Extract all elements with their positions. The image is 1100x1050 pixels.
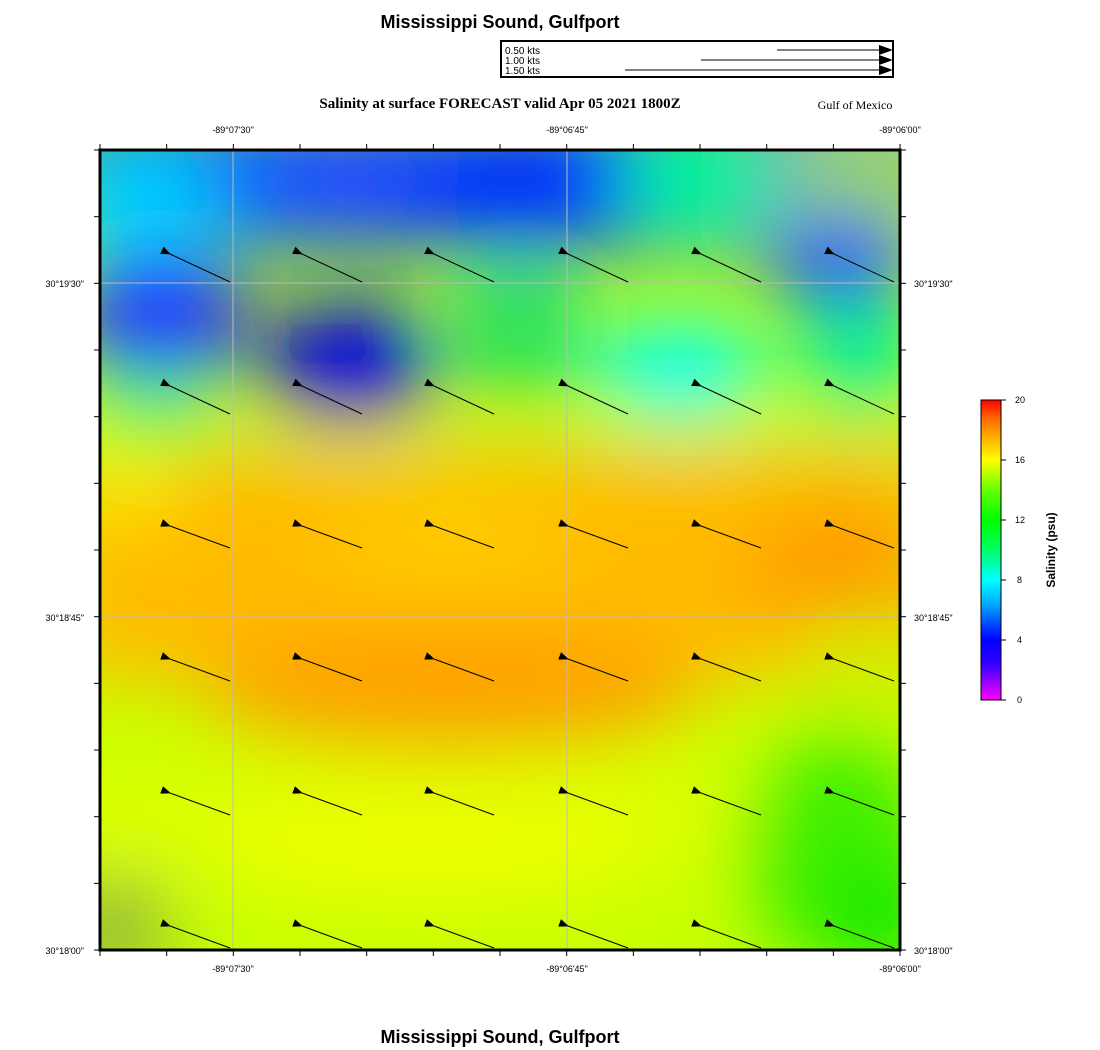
current-vector-arrow [824, 786, 895, 816]
current-speed-legend [500, 40, 894, 78]
current-vector-arrow [160, 378, 231, 415]
lat-label-right-3: 30°18'00" [914, 946, 953, 956]
colorbar-label: Salinity (psu) [1044, 512, 1058, 587]
lat-label-left-2: 30°18'45" [45, 613, 84, 623]
current-vector-arrow [558, 652, 629, 682]
current-vector-arrow [160, 919, 231, 949]
colorbar-tick-20: 20 [1015, 395, 1025, 405]
map-title-top: Mississippi Sound, Gulfport [380, 12, 620, 32]
current-vector-arrow [824, 652, 895, 682]
lon-label-top-3: -89°06'00" [879, 125, 921, 135]
lon-label-bottom-1: -89°07'30" [212, 964, 254, 974]
current-vector-arrow [292, 786, 363, 816]
current-vector-arrow [424, 919, 495, 949]
current-vector-arrow [691, 919, 762, 949]
current-vector-arrow [292, 519, 363, 549]
salinity-field [100, 150, 900, 950]
colorbar-tick-4: 4 [1017, 635, 1022, 645]
current-vector-arrow [558, 919, 629, 949]
current-vector-arrow [160, 519, 231, 549]
current-vector-arrow [424, 378, 495, 415]
speed-legend-arrowhead [879, 65, 893, 75]
current-vector-arrow [424, 652, 495, 682]
current-vector-arrow [691, 519, 762, 549]
colorbar-tick-16: 16 [1015, 455, 1025, 465]
lat-label-left-3: 30°18'00" [45, 946, 84, 956]
current-vector-arrow [558, 378, 629, 415]
speed-legend-label-3: 1.50 kts [505, 66, 540, 77]
speed-legend-entries: 0.50 kts 1.00 kts 1.50 kts [505, 45, 893, 77]
current-vector-arrow [824, 519, 895, 549]
current-vector-arrow [292, 652, 363, 682]
lon-label-bottom-3: -89°06'00" [879, 964, 921, 974]
current-vector-arrow [824, 919, 895, 949]
current-vector-arrow [824, 378, 895, 415]
current-vector-arrow [424, 246, 495, 283]
frame-ticks [94, 144, 906, 956]
lon-label-top-2: -89°06'45" [546, 125, 588, 135]
lat-label-right-1: 30°19'30" [914, 279, 953, 289]
current-vector-arrow [292, 378, 363, 415]
region-label: Gulf of Mexico [817, 98, 893, 112]
current-vector-arrow [160, 786, 231, 816]
current-vector-arrow [691, 378, 762, 415]
colorbar: 20 16 12 8 4 0 Salinity (psu) [980, 395, 1058, 705]
current-vector-arrow [292, 246, 363, 283]
graticule [100, 150, 900, 950]
forecast-title: Salinity at surface FORECAST valid Apr 0… [319, 96, 681, 112]
current-vector-arrow [824, 246, 895, 283]
current-vector-arrow [424, 786, 495, 816]
lat-label-right-2: 30°18'45" [914, 613, 953, 623]
speed-legend-arrowhead [879, 45, 893, 55]
lat-label-left-1: 30°19'30" [45, 279, 84, 289]
colorbar-tick-8: 8 [1017, 575, 1022, 585]
speed-legend-arrowhead [879, 55, 893, 65]
current-vector-arrow [160, 246, 231, 283]
colorbar-tick-0: 0 [1017, 695, 1022, 705]
current-vector-arrow [691, 786, 762, 816]
current-vector-arrow [558, 246, 629, 283]
current-vector-arrow [691, 246, 762, 283]
current-vector-arrow [292, 919, 363, 949]
current-vector-arrow [558, 519, 629, 549]
lon-label-top-1: -89°07'30" [212, 125, 254, 135]
speed-legend-label-1: 0.50 kts [505, 46, 540, 57]
colorbar-tick-12: 12 [1015, 515, 1025, 525]
current-vector-arrow [558, 786, 629, 816]
current-vector-arrow [160, 652, 231, 682]
current-vector-arrow [691, 652, 762, 682]
current-vectors [160, 246, 895, 949]
map-title-bottom: Mississippi Sound, Gulfport [380, 1027, 620, 1047]
speed-legend-label-2: 1.00 kts [505, 56, 540, 67]
current-vector-arrow [424, 519, 495, 549]
lon-label-bottom-2: -89°06'45" [546, 964, 588, 974]
